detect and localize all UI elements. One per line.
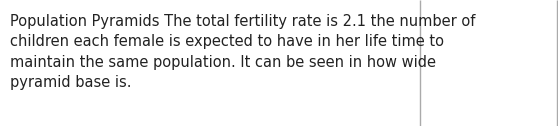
Text: Population Pyramids The total fertility rate is 2.1 the number of
children each : Population Pyramids The total fertility … xyxy=(10,14,475,90)
